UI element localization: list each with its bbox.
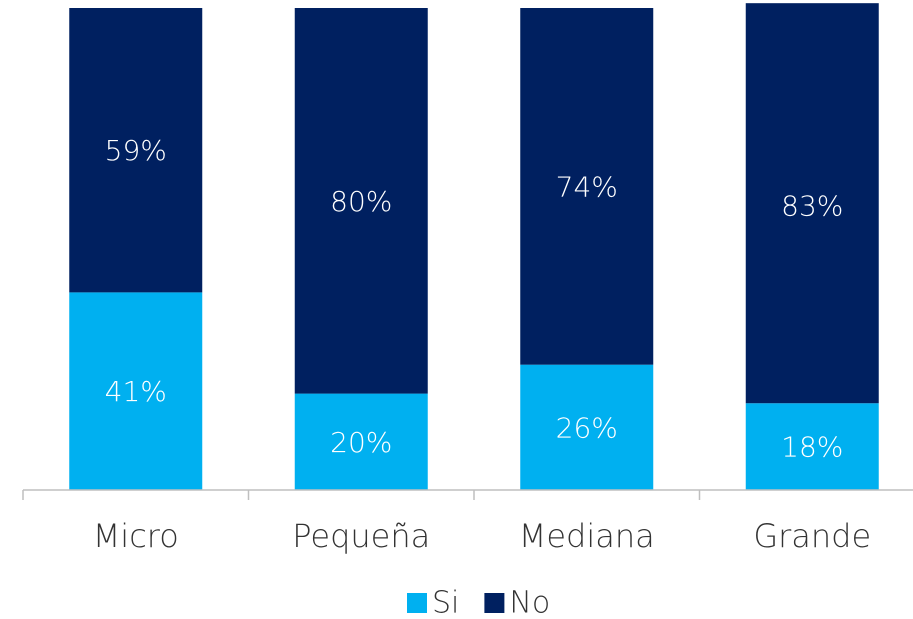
- data-label: 41%: [105, 375, 167, 408]
- x-tick-label: Micro: [93, 517, 179, 555]
- bar-segment: [520, 364, 654, 490]
- data-label: 20%: [330, 426, 392, 459]
- data-label: 80%: [330, 185, 392, 218]
- bar-segment: [294, 8, 428, 394]
- legend-swatch: [484, 593, 505, 613]
- data-label: 18%: [781, 431, 843, 464]
- data-label: 59%: [105, 134, 167, 167]
- x-tick-label: Grande: [753, 517, 871, 555]
- legend-swatch: [407, 593, 427, 613]
- x-tick-label: Pequeña: [292, 517, 430, 555]
- data-label: 74%: [556, 170, 618, 203]
- bar-segment: [294, 393, 428, 490]
- bar-segment: [520, 8, 654, 365]
- bar-segment: [69, 292, 203, 490]
- data-label: 26%: [556, 411, 618, 444]
- legend-label: Si: [432, 586, 459, 619]
- bar-segment: [745, 403, 879, 490]
- x-tick-label: Mediana: [519, 517, 655, 555]
- bar-segment: [745, 3, 879, 404]
- legend-label: No: [509, 586, 550, 619]
- bar-segment: [69, 8, 203, 293]
- data-label: 83%: [781, 190, 843, 223]
